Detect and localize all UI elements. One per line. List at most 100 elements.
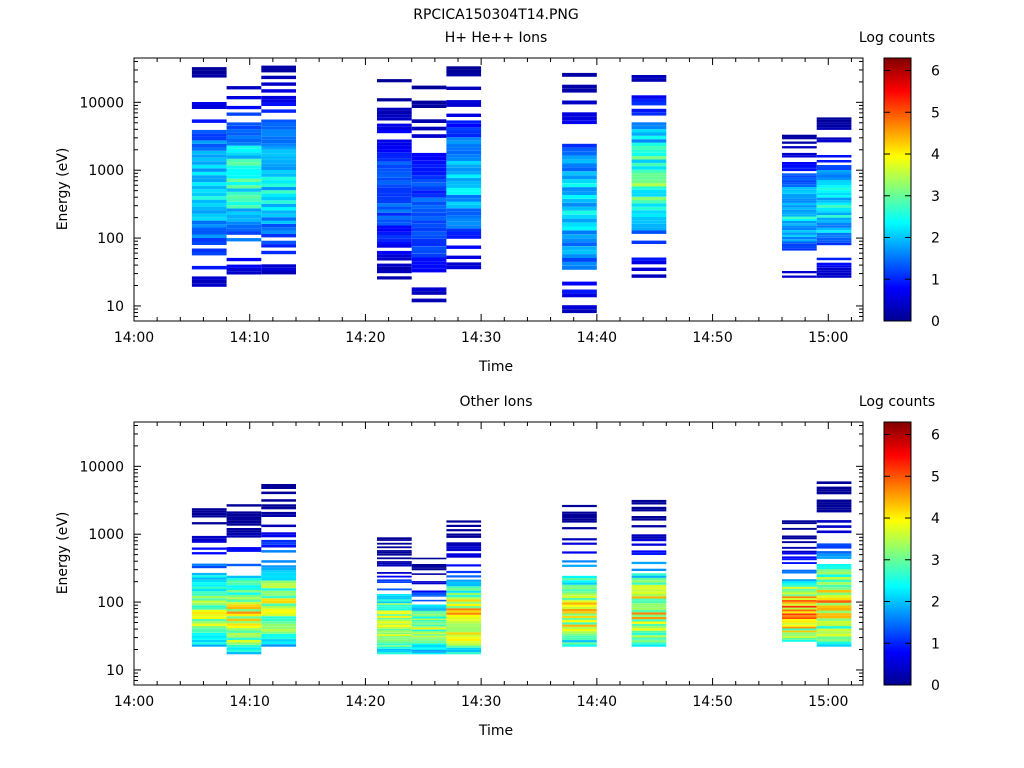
heatmap-cell bbox=[562, 602, 597, 605]
heatmap-cell bbox=[261, 593, 296, 596]
heatmap-cell bbox=[191, 189, 227, 193]
heatmap-cell bbox=[226, 613, 262, 617]
heatmap-cell bbox=[562, 580, 597, 583]
heatmap-cell bbox=[191, 510, 227, 513]
heatmap-cell bbox=[226, 208, 262, 212]
y-axis-label: Energy (eV) bbox=[55, 148, 71, 231]
heatmap-cell bbox=[226, 178, 262, 182]
heatmap-cell bbox=[446, 66, 482, 70]
heatmap-cell bbox=[226, 86, 262, 90]
heatmap-cell bbox=[816, 240, 852, 243]
heatmap-cell bbox=[816, 486, 852, 490]
heatmap-cell bbox=[191, 175, 227, 179]
heatmap-cell bbox=[411, 643, 447, 645]
heatmap-cell bbox=[411, 641, 447, 644]
heatmap-cell bbox=[377, 637, 412, 640]
heatmap-cell bbox=[261, 271, 296, 275]
heatmap-cell bbox=[261, 102, 296, 106]
heatmap-cell bbox=[261, 95, 296, 100]
heatmap-cell bbox=[377, 139, 412, 143]
heatmap-cell bbox=[446, 597, 482, 600]
heatmap-cell bbox=[377, 165, 412, 169]
heatmap-cell bbox=[191, 635, 227, 638]
heatmap-cell bbox=[562, 620, 597, 623]
heatmap-cell bbox=[377, 235, 412, 239]
heatmap-cell bbox=[446, 103, 482, 107]
heatmap-cell bbox=[261, 264, 296, 268]
heatmap-cell bbox=[631, 568, 667, 571]
heatmap-cell bbox=[261, 223, 296, 228]
heatmap-cell bbox=[562, 578, 597, 581]
heatmap-cell bbox=[446, 599, 482, 602]
heatmap-cell bbox=[816, 165, 852, 168]
heatmap-cell bbox=[377, 595, 412, 598]
heatmap-cell bbox=[782, 628, 817, 631]
heatmap-cell bbox=[261, 139, 296, 144]
heatmap-cell bbox=[411, 648, 447, 650]
heatmap-cell bbox=[226, 642, 262, 645]
heatmap-cell bbox=[377, 241, 412, 245]
heatmap-cell bbox=[411, 607, 447, 610]
heatmap-cell bbox=[377, 222, 412, 226]
heatmap-cell bbox=[226, 609, 262, 612]
heatmap-cell bbox=[261, 65, 296, 69]
heatmap-cell bbox=[261, 484, 296, 487]
heatmap-cell bbox=[446, 628, 482, 631]
heatmap-cell bbox=[261, 524, 296, 528]
heatmap-cell bbox=[226, 191, 262, 196]
heatmap-cell bbox=[191, 213, 227, 218]
heatmap-cell bbox=[377, 550, 412, 552]
heatmap-cell bbox=[446, 614, 482, 617]
heatmap-cell bbox=[261, 75, 296, 80]
heatmap-cell bbox=[782, 605, 817, 608]
heatmap-cell bbox=[782, 214, 817, 217]
heatmap-cell bbox=[631, 227, 667, 231]
heatmap-cell bbox=[226, 158, 262, 163]
heatmap-cell bbox=[446, 191, 482, 195]
heatmap-cell bbox=[411, 242, 447, 247]
heatmap-cell bbox=[782, 221, 817, 224]
heatmap-cell bbox=[816, 481, 852, 484]
heatmap-cell bbox=[816, 235, 852, 238]
heatmap-cell bbox=[261, 644, 296, 647]
heatmap-cell bbox=[562, 606, 597, 609]
heatmap-cell bbox=[816, 175, 852, 178]
heatmap-cell bbox=[226, 188, 262, 192]
heatmap-cell bbox=[261, 583, 296, 586]
heatmap-cell bbox=[562, 518, 597, 521]
heatmap-cell bbox=[816, 574, 852, 577]
heatmap-cell bbox=[377, 639, 412, 642]
heatmap-cell bbox=[562, 159, 597, 164]
heatmap-cell bbox=[411, 615, 447, 617]
heatmap-cell bbox=[261, 641, 296, 645]
heatmap-cell bbox=[816, 220, 852, 223]
heatmap-cell bbox=[446, 73, 482, 77]
heatmap-cell bbox=[562, 198, 597, 203]
heatmap-cell bbox=[261, 598, 296, 601]
heatmap-cell bbox=[261, 550, 296, 553]
heatmap-cell bbox=[782, 152, 817, 156]
heatmap-cell bbox=[782, 520, 817, 523]
heatmap-cell bbox=[411, 568, 447, 571]
heatmap-cell bbox=[411, 126, 447, 131]
heatmap-cell bbox=[411, 629, 447, 631]
heatmap-cell bbox=[631, 260, 667, 265]
heatmap-cell bbox=[411, 235, 447, 239]
heatmap-cell bbox=[631, 98, 667, 102]
heatmap-cell bbox=[446, 546, 482, 549]
heatmap-cell bbox=[377, 149, 412, 153]
heatmap-cell bbox=[446, 133, 482, 138]
heatmap-cell bbox=[816, 579, 852, 583]
heatmap-cell bbox=[782, 186, 817, 190]
heatmap-cell bbox=[446, 535, 482, 538]
heatmap-cell bbox=[411, 182, 447, 187]
heatmap-cell bbox=[191, 150, 227, 155]
heatmap-cell bbox=[261, 183, 296, 187]
heatmap-cell bbox=[377, 643, 412, 646]
heatmap-cell bbox=[377, 628, 412, 631]
heatmap-cell bbox=[191, 614, 227, 617]
heatmap-cell bbox=[261, 532, 296, 535]
heatmap-cell bbox=[411, 649, 447, 652]
heatmap-cell bbox=[816, 155, 852, 158]
heatmap-cell bbox=[562, 637, 597, 640]
